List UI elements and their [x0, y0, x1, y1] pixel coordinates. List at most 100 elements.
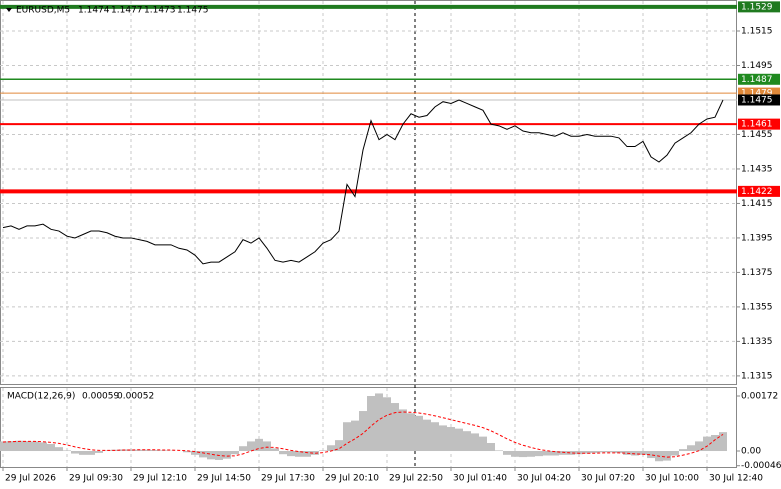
histogram-bar: [495, 450, 503, 452]
y-tick-label: -0.00046: [741, 461, 781, 471]
macd-title: MACD(12,26,9): [7, 392, 75, 402]
histogram-bar: [535, 451, 543, 457]
level-label: 1.1487: [741, 75, 773, 85]
histogram-bar: [199, 451, 207, 458]
x-tick-label: 30 Jul 10:00: [645, 474, 699, 484]
histogram-bar: [423, 419, 431, 452]
histogram-bar: [631, 451, 639, 456]
y-tick-label: 1.1515: [741, 27, 773, 37]
histogram-bar: [319, 450, 327, 452]
histogram-bar: [527, 451, 535, 457]
histogram-bar: [455, 428, 463, 452]
open: 1.1474: [78, 6, 110, 16]
histogram-bar: [159, 450, 167, 452]
histogram-bar: [543, 451, 551, 456]
histogram-bar: [391, 403, 399, 452]
symbol: EURUSD,M5: [16, 6, 70, 16]
x-tick-label: 29 Jul 14:50: [197, 474, 251, 484]
high: 1.1477: [111, 6, 143, 16]
x-tick-label: 29 Jul 20:10: [325, 474, 379, 484]
level-label-box: [738, 118, 780, 130]
histogram-bar: [463, 431, 471, 452]
histogram-bar: [103, 450, 111, 452]
histogram-bar: [151, 450, 159, 452]
x-tick-label: 30 Jul 04:20: [517, 474, 571, 484]
histogram-bar: [55, 447, 63, 452]
histogram-bar: [703, 436, 711, 452]
low: 1.1473: [144, 6, 176, 16]
level-label: 1.1529: [741, 2, 773, 12]
histogram-bar: [647, 451, 655, 459]
histogram-bar: [447, 427, 455, 452]
histogram-bar: [71, 451, 79, 454]
histogram-bar: [287, 451, 295, 457]
y-tick-label: 1.1415: [741, 199, 773, 209]
macd-value: 0.00059: [82, 392, 119, 402]
histogram-bar: [623, 451, 631, 455]
x-tick-label: 30 Jul 07:20: [581, 474, 635, 484]
menu-triangle: [6, 8, 12, 12]
histogram-bar: [231, 451, 239, 455]
histogram-bar: [591, 451, 599, 453]
histogram-bar: [599, 451, 607, 453]
macd-panel: [0, 387, 737, 468]
price-line: [2, 99, 724, 265]
histogram-bar: [471, 433, 479, 452]
histogram-bar: [479, 436, 487, 452]
histogram-bar: [183, 451, 191, 453]
histogram-bar: [311, 451, 319, 455]
histogram-bar: [23, 441, 31, 452]
histogram-bar: [295, 451, 303, 457]
histogram-bar: [303, 451, 311, 457]
histogram-bar: [335, 440, 343, 452]
histogram-bar: [223, 451, 231, 459]
histogram-bar: [87, 451, 95, 455]
histogram-bar: [47, 443, 55, 452]
histogram-bar: [343, 422, 351, 452]
y-tick-label: 0.00172: [741, 391, 778, 401]
histogram-bar: [399, 409, 407, 452]
histogram-bar: [575, 451, 583, 455]
histogram-bar: [383, 397, 391, 452]
x-tick-label: 29 Jul 22:50: [389, 474, 443, 484]
y-tick-label: 1.1315: [741, 371, 773, 381]
histogram-bar: [615, 451, 623, 453]
histogram-bar: [359, 411, 367, 452]
histogram-bar: [39, 442, 47, 452]
histogram-bar: [679, 449, 687, 452]
histogram-bar: [439, 425, 447, 452]
histogram-bar: [271, 448, 279, 452]
level-label-box: [738, 73, 780, 85]
histogram-bar: [487, 443, 495, 452]
histogram-bar: [687, 445, 695, 452]
histogram-bar: [239, 446, 247, 452]
histogram-bar: [719, 432, 727, 452]
histogram-bar: [127, 449, 135, 452]
x-tick-label: 29 Jul 09:30: [69, 474, 123, 484]
histogram-bar: [63, 450, 71, 452]
histogram-bar: [95, 451, 103, 453]
histogram-bar: [503, 451, 511, 455]
x-tick-label: 29 Jul 12:10: [133, 474, 187, 484]
y-tick-label: 1.1355: [741, 302, 773, 312]
histogram-bar: [431, 422, 439, 452]
histogram-bar: [607, 451, 615, 453]
histogram-bar: [255, 438, 263, 452]
histogram-bar: [327, 445, 335, 452]
histogram-bar: [407, 413, 415, 452]
histogram-bar: [511, 451, 519, 457]
signal-line: [2, 411, 724, 458]
histogram-bar: [671, 451, 679, 456]
close: 1.1475: [177, 6, 209, 16]
last-price-label: 1.1475: [741, 95, 773, 105]
x-tick-label: 29 Jul 2026: [5, 474, 56, 484]
y-tick-label: 1.1435: [741, 164, 773, 174]
histogram-bar: [551, 451, 559, 456]
histogram-bar: [639, 451, 647, 455]
y-tick-label: 1.1495: [741, 61, 773, 71]
level-label: 1.1479: [741, 89, 773, 99]
level-label: 1.1422: [741, 187, 773, 197]
marks: [0, 1, 737, 467]
